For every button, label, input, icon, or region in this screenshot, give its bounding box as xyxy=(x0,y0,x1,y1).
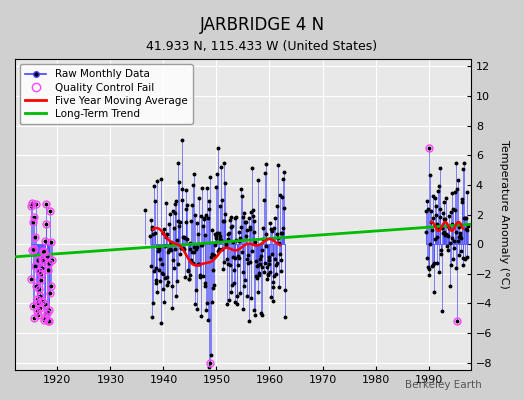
Text: Berkeley Earth: Berkeley Earth xyxy=(406,380,482,390)
Text: JARBRIDGE 4 N: JARBRIDGE 4 N xyxy=(200,16,324,34)
Text: 41.933 N, 115.433 W (United States): 41.933 N, 115.433 W (United States) xyxy=(146,40,378,53)
Legend: Raw Monthly Data, Quality Control Fail, Five Year Moving Average, Long-Term Tren: Raw Monthly Data, Quality Control Fail, … xyxy=(20,64,192,124)
Y-axis label: Temperature Anomaly (°C): Temperature Anomaly (°C) xyxy=(499,140,509,289)
